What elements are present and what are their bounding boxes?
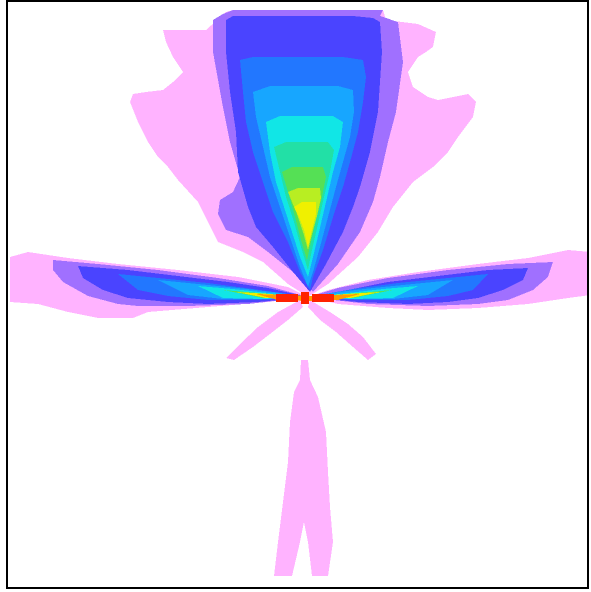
- pink-lower-right-wedge: [308, 300, 376, 360]
- pink-stem: [274, 360, 333, 576]
- heatmap-canvas: [10, 10, 587, 576]
- red-core-center: [301, 292, 309, 304]
- heatmap-frame: [6, 0, 589, 589]
- pink-lower-left-wedge: [226, 300, 303, 360]
- red-core-right: [312, 294, 334, 302]
- red-core-left: [276, 294, 298, 302]
- yellow-upper: [294, 202, 316, 247]
